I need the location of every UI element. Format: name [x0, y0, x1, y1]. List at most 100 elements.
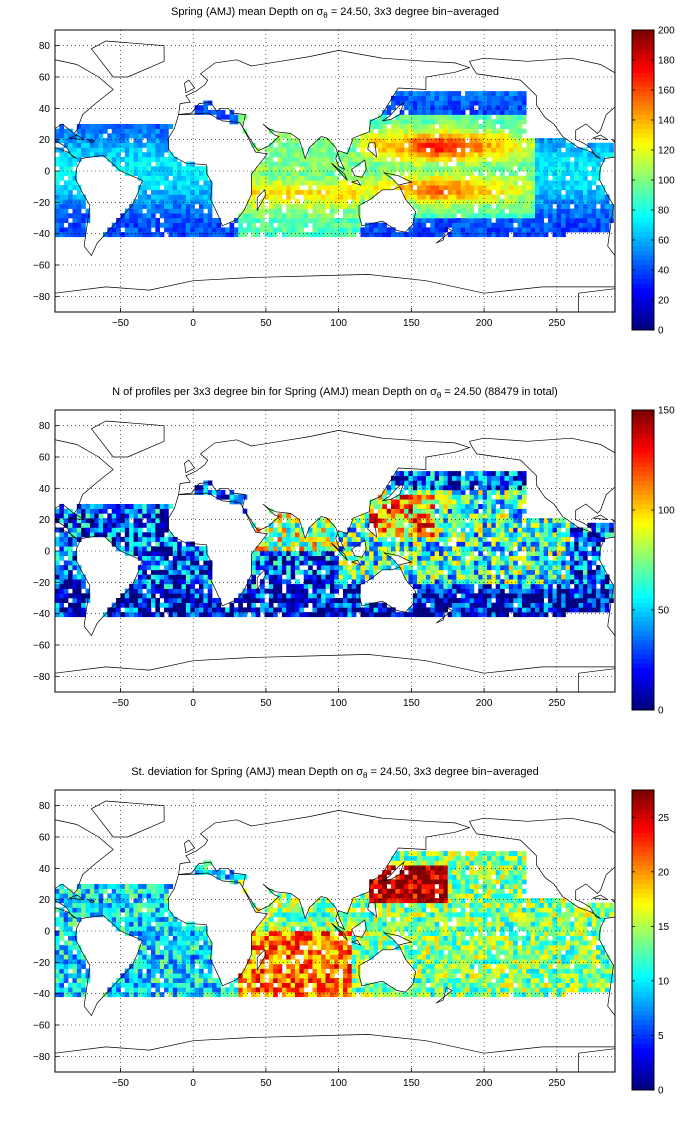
heatmap-cell [579, 593, 584, 598]
heatmap-cell [286, 598, 291, 603]
heatmap-cell [151, 551, 156, 556]
heatmap-cell [160, 157, 165, 162]
heatmap-cell [570, 528, 575, 533]
heatmap-cell [382, 133, 387, 138]
heatmap-cell [264, 556, 269, 561]
heatmap-cell [264, 227, 269, 232]
heatmap-cell [72, 162, 77, 167]
heatmap-cell [461, 213, 466, 218]
heatmap-cell [535, 171, 540, 176]
heatmap-cell [59, 199, 64, 204]
colorbar-tick-label: 80 [658, 206, 670, 217]
heatmap-cell [605, 213, 610, 218]
heatmap-cell [539, 589, 544, 594]
heatmap-cell [107, 518, 112, 523]
heatmap-cell [317, 612, 322, 617]
heatmap-cell [212, 612, 217, 617]
heatmap-cell [496, 157, 501, 162]
heatmap-cell [339, 584, 344, 589]
heatmap-cell [59, 209, 64, 214]
heatmap-cell [474, 495, 479, 500]
heatmap-cell [426, 133, 431, 138]
heatmap-cell [552, 523, 557, 528]
heatmap-cell [299, 180, 304, 185]
heatmap-cell [513, 471, 518, 476]
heatmap-cell [557, 176, 562, 181]
heatmap-cell [125, 143, 130, 148]
heatmap-cell [461, 129, 466, 134]
heatmap-cell [395, 504, 400, 509]
heatmap-cell [330, 195, 335, 200]
heatmap-cell [470, 218, 475, 223]
colorbar-swatch [632, 175, 654, 180]
heatmap-cell [330, 593, 335, 598]
heatmap-cell [378, 223, 383, 228]
heatmap-cell [282, 532, 287, 537]
heatmap-cell [77, 209, 82, 214]
heatmap-cell [352, 532, 357, 537]
heatmap-cell [470, 471, 475, 476]
heatmap-cell [55, 209, 60, 214]
heatmap-cell [378, 523, 383, 528]
heatmap-cell [199, 218, 204, 223]
heatmap-cell [173, 190, 178, 195]
heatmap-cell [395, 518, 400, 523]
heatmap-cell [374, 523, 379, 528]
heatmap-cell [430, 532, 435, 537]
heatmap-cell [461, 509, 466, 514]
heatmap-cell [387, 110, 392, 115]
heatmap-cell [413, 176, 418, 181]
heatmap-cell [522, 565, 527, 570]
heatmap-cell [299, 537, 304, 542]
heatmap-cell [583, 227, 588, 232]
heatmap-cell [251, 556, 256, 561]
heatmap-cell [343, 190, 348, 195]
heatmap-cell [155, 546, 160, 551]
heatmap-cell [413, 542, 418, 547]
heatmap-cell [413, 490, 418, 495]
heatmap-cell [369, 129, 374, 134]
heatmap-cell [138, 213, 143, 218]
heatmap-cell [535, 584, 540, 589]
heatmap-cell [518, 152, 523, 157]
heatmap-cell [500, 495, 505, 500]
heatmap-cell [430, 579, 435, 584]
heatmap-cell [465, 129, 470, 134]
heatmap-cell [513, 218, 518, 223]
heatmap-cell [478, 481, 483, 486]
heatmap-cell [443, 110, 448, 115]
heatmap-cell [291, 607, 296, 612]
heatmap-cell [487, 603, 492, 608]
heatmap-cell [426, 542, 431, 547]
heatmap-cell [160, 523, 165, 528]
heatmap-cell [535, 148, 540, 153]
heatmap-cell [596, 598, 601, 603]
heatmap-cell [278, 528, 283, 533]
heatmap-cell [203, 485, 208, 490]
heatmap-cell [422, 504, 427, 509]
heatmap-cell [142, 575, 147, 580]
heatmap-cell [278, 227, 283, 232]
heatmap-cell [430, 495, 435, 500]
colorbar-swatch [632, 307, 654, 312]
heatmap-cell [570, 556, 575, 561]
heatmap-cell [81, 148, 86, 153]
heatmap-cell [391, 143, 396, 148]
heatmap-cell [286, 556, 291, 561]
heatmap-cell [596, 607, 601, 612]
heatmap-cell [230, 223, 235, 228]
heatmap-cell [570, 542, 575, 547]
heatmap-cell [496, 523, 501, 528]
heatmap-cell [112, 504, 117, 509]
heatmap-cell [247, 223, 252, 228]
heatmap-cell [566, 180, 571, 185]
heatmap-cell [570, 148, 575, 153]
heatmap-cell [326, 537, 331, 542]
heatmap-cell [587, 593, 592, 598]
heatmap-cell [295, 204, 300, 209]
heatmap-cell [561, 204, 566, 209]
heatmap-cell [72, 176, 77, 181]
heatmap-cell [566, 537, 571, 542]
heatmap-cell [347, 537, 352, 542]
colorbar-swatch [632, 161, 654, 166]
